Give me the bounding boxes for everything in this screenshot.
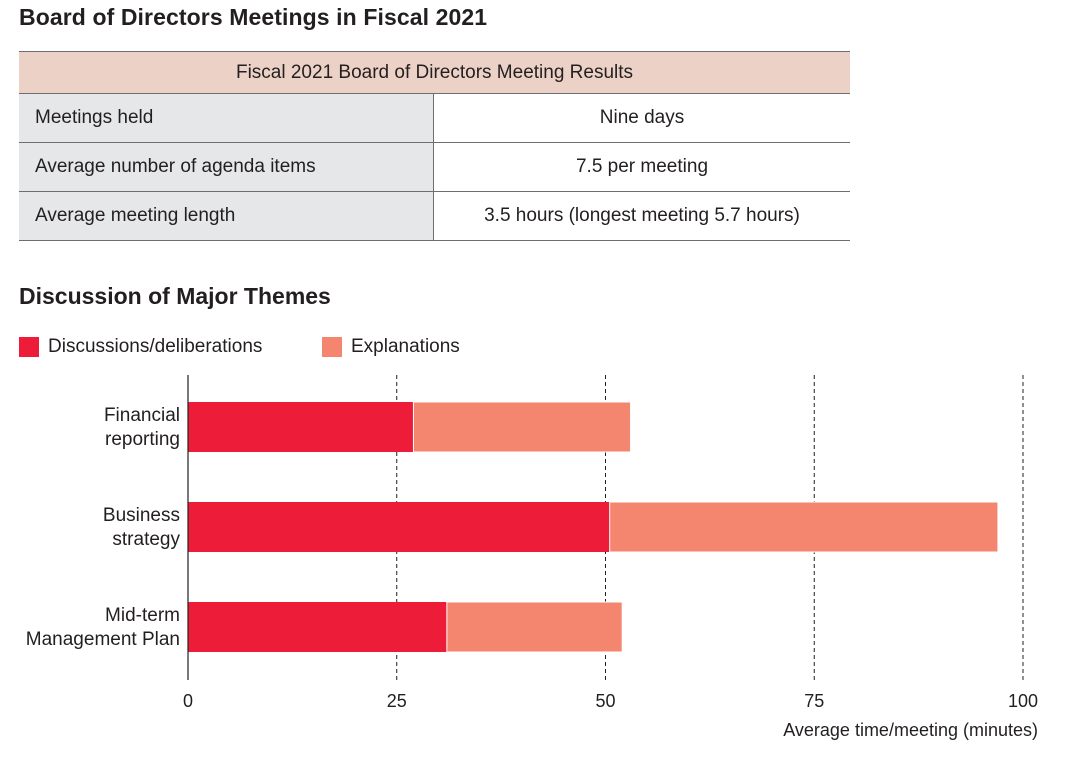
- x-axis-label: Average time/meeting (minutes): [783, 720, 1038, 740]
- category-label: Financial reporting: [104, 405, 180, 450]
- bar-segment: [446, 601, 623, 653]
- bar-segment: [188, 502, 610, 552]
- meeting-results-table: Fiscal 2021 Board of Directors Meeting R…: [19, 51, 850, 241]
- page-title: Board of Directors Meetings in Fiscal 20…: [19, 4, 488, 30]
- category-label: Business strategy: [103, 505, 181, 550]
- bar-segment: [188, 602, 447, 652]
- table-header: Fiscal 2021 Board of Directors Meeting R…: [19, 51, 850, 94]
- x-tick-label: 25: [387, 691, 407, 711]
- table-row: Average number of agenda items 7.5 per m…: [19, 142, 850, 192]
- table-row: Meetings held Nine days: [19, 93, 850, 143]
- legend-swatch-discussions: [19, 337, 39, 357]
- bar-segment: [412, 401, 632, 453]
- x-tick-label: 75: [804, 691, 824, 711]
- chart-section-title: Discussion of Major Themes: [19, 283, 331, 309]
- row-label: Meetings held: [19, 93, 434, 143]
- legend-swatch-explanations: [322, 337, 342, 357]
- legend-label-discussions: Discussions/deliberations: [48, 336, 263, 357]
- row-value: Nine days: [433, 93, 850, 143]
- row-value: 7.5 per meeting: [433, 142, 850, 192]
- row-label: Average number of agenda items: [19, 142, 434, 192]
- row-value: 3.5 hours (longest meeting 5.7 hours): [433, 191, 850, 241]
- legend-item-explanations: Explanations: [322, 336, 460, 358]
- x-tick-label: 50: [595, 691, 615, 711]
- x-tick-label: 100: [1008, 691, 1038, 711]
- category-label: Mid-term Management Plan: [26, 605, 180, 650]
- table-row: Average meeting length 3.5 hours (longes…: [19, 191, 850, 241]
- legend-label-explanations: Explanations: [351, 336, 460, 357]
- bar-segment: [609, 501, 999, 553]
- row-label: Average meeting length: [19, 191, 434, 241]
- x-tick-label: 0: [183, 691, 193, 711]
- bar-segment: [188, 402, 414, 452]
- legend-item-discussions: Discussions/deliberations: [19, 336, 262, 358]
